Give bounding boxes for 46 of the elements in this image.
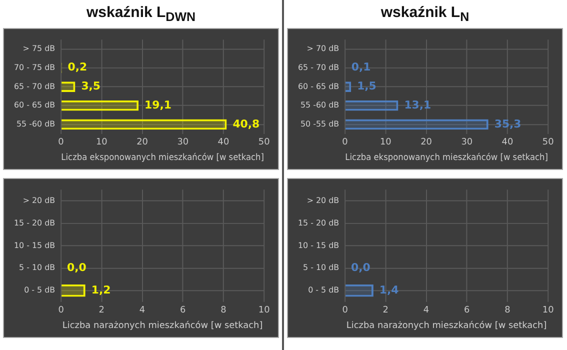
data-label: 19,1 xyxy=(144,98,172,112)
x-tick-label: 8 xyxy=(220,305,227,316)
x-tick-label: 20 xyxy=(420,138,432,148)
data-label: 3,5 xyxy=(81,80,101,93)
x-tick-label: 2 xyxy=(98,305,104,316)
x-tick-label: 4 xyxy=(139,305,146,316)
data-label: 1,4 xyxy=(379,283,400,296)
x-tick-label: 40 xyxy=(502,138,514,148)
bar xyxy=(346,119,488,130)
x-tick-label: 10 xyxy=(380,138,392,148)
x-tick-label: 20 xyxy=(136,138,148,148)
data-label: 0,1 xyxy=(351,60,371,74)
chart-title: wskaźnik L$_{N}$ xyxy=(380,3,470,26)
data-label: 40,8 xyxy=(232,117,260,130)
x-tick-label: 30 xyxy=(177,138,189,148)
data-label: 1,2 xyxy=(91,283,111,296)
x-tick-label: 0 xyxy=(342,305,348,316)
x-tick-label: 50 xyxy=(258,138,270,148)
data-label: 13,1 xyxy=(404,98,432,112)
x-tick-label: 10 xyxy=(258,305,270,316)
x-axis-title: Liczba narażonych mieszkańców [w setkach] xyxy=(346,320,547,332)
x-tick-label: 6 xyxy=(180,305,186,316)
bar xyxy=(62,119,227,130)
x-tick-label: 50 xyxy=(542,138,554,148)
x-axis-title: Liczba narażonych mieszkańców [w setkach] xyxy=(62,320,263,332)
x-tick-label: 0 xyxy=(58,305,64,316)
x-axis-title: Liczba eksponowanych mieszkańców [w setkach] xyxy=(61,152,264,164)
x-tick-label: 30 xyxy=(461,138,473,148)
chart-title: wskaźnik L$_{DWN}$ xyxy=(85,3,197,26)
x-tick-label: 6 xyxy=(464,305,470,316)
data-label: 0,0 xyxy=(350,261,371,274)
x-tick-label: 0 xyxy=(58,138,64,148)
x-tick-label: 40 xyxy=(218,138,230,148)
data-label: 35,3 xyxy=(494,117,522,130)
bar xyxy=(62,100,139,111)
x-tick-label: 10 xyxy=(542,305,554,316)
data-label: 0,2 xyxy=(68,60,88,74)
x-tick-label: 4 xyxy=(423,305,430,316)
x-tick-label: 2 xyxy=(382,305,388,316)
bar xyxy=(346,100,398,111)
x-tick-label: 8 xyxy=(504,305,511,316)
x-axis-title: Liczba eksponowanych mieszkańców [w setkach] xyxy=(345,152,548,164)
data-label: 0,0 xyxy=(66,261,87,274)
x-tick-label: 0 xyxy=(342,138,348,148)
data-label: 1,5 xyxy=(357,80,376,93)
x-tick-label: 10 xyxy=(96,138,108,148)
